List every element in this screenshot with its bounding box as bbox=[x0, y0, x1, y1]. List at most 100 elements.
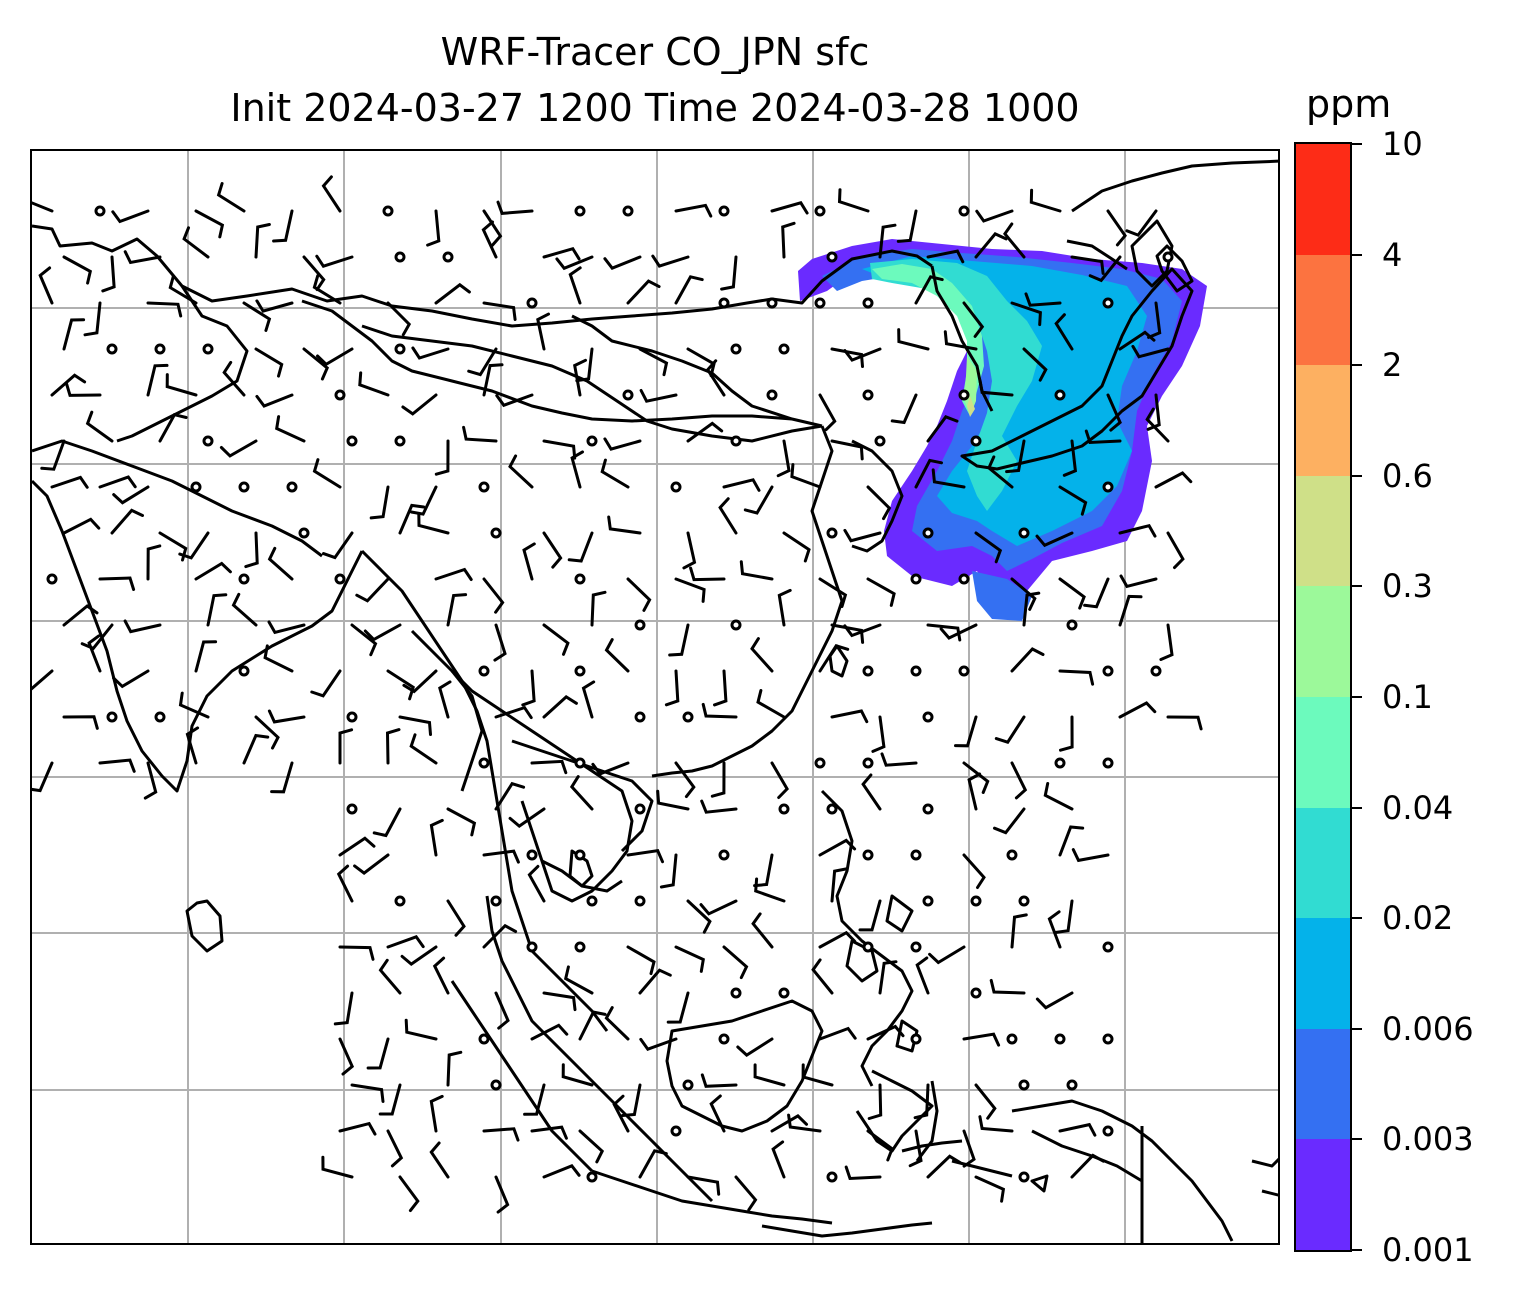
wind-barb bbox=[98, 475, 137, 489]
calm-marker bbox=[442, 251, 454, 263]
wind-barb bbox=[858, 899, 882, 932]
calm-marker bbox=[586, 895, 598, 907]
wind-barb bbox=[527, 864, 546, 903]
wind-barb bbox=[994, 715, 1026, 744]
wind-barb bbox=[1059, 715, 1074, 752]
calm-marker bbox=[1162, 251, 1174, 263]
wind-barb bbox=[1010, 301, 1042, 327]
calm-marker bbox=[718, 297, 730, 309]
calm-marker bbox=[682, 1079, 694, 1091]
wind-barb bbox=[600, 458, 630, 489]
calm-marker bbox=[1102, 941, 1114, 953]
wind-barb bbox=[993, 807, 1026, 835]
calm-marker bbox=[1102, 1033, 1114, 1045]
calm-marker bbox=[1018, 1079, 1030, 1091]
wind-barb bbox=[861, 773, 882, 811]
calm-marker bbox=[94, 205, 106, 217]
wind-barb bbox=[182, 226, 210, 259]
wind-barb bbox=[254, 715, 280, 750]
wind-barb bbox=[830, 347, 864, 368]
calm-marker bbox=[238, 665, 250, 677]
wind-barb bbox=[275, 415, 306, 443]
wind-barb bbox=[446, 899, 466, 937]
wind-barb bbox=[482, 1127, 520, 1142]
wind-barb bbox=[434, 567, 473, 581]
wind-barb bbox=[400, 945, 438, 966]
wind-barb bbox=[386, 301, 412, 337]
wind-barb bbox=[338, 1037, 355, 1076]
wind-barb bbox=[612, 1094, 630, 1133]
calm-marker bbox=[862, 941, 874, 953]
wind-barb bbox=[908, 1129, 923, 1168]
wind-barb bbox=[638, 347, 669, 377]
wind-barb bbox=[962, 853, 986, 889]
wind-barb bbox=[569, 775, 594, 811]
calm-marker bbox=[394, 895, 406, 907]
calm-marker bbox=[1018, 527, 1030, 539]
wind-barb bbox=[801, 1063, 834, 1087]
wind-barb bbox=[522, 542, 536, 581]
wind-barb bbox=[434, 282, 471, 305]
wind-barb bbox=[178, 531, 210, 560]
calm-marker bbox=[634, 619, 646, 631]
wind-barb bbox=[194, 209, 225, 239]
wind-barb bbox=[495, 393, 534, 408]
wind-barb bbox=[1010, 913, 1028, 949]
wind-barb bbox=[754, 877, 786, 903]
colorbar-segment bbox=[1296, 254, 1350, 366]
wind-barb bbox=[267, 620, 306, 635]
wind-barb bbox=[494, 1175, 510, 1214]
calm-marker bbox=[394, 343, 406, 355]
wind-barb bbox=[1147, 301, 1162, 339]
wind-barb bbox=[1166, 715, 1203, 731]
calm-marker bbox=[778, 343, 790, 355]
wind-barb bbox=[843, 528, 882, 543]
wind-barb bbox=[573, 358, 587, 397]
calm-marker bbox=[586, 435, 598, 447]
wind-barb bbox=[967, 772, 982, 811]
wind-barb bbox=[1058, 669, 1095, 686]
wind-barb bbox=[310, 669, 342, 698]
calm-marker bbox=[526, 941, 538, 953]
wind-barb bbox=[542, 1163, 581, 1179]
wind-barb bbox=[40, 439, 66, 471]
wind-barb bbox=[782, 531, 811, 563]
calm-marker bbox=[1054, 757, 1066, 769]
wind-barb bbox=[312, 274, 342, 305]
colorbar-tick-label: 0.003 bbox=[1382, 1120, 1474, 1159]
wind-barb bbox=[1022, 347, 1048, 382]
wind-barb bbox=[402, 669, 438, 694]
wind-barb bbox=[555, 255, 594, 271]
wind-barb bbox=[896, 209, 918, 243]
wind-barb bbox=[844, 1165, 882, 1181]
wind-barb bbox=[219, 439, 258, 458]
wind-barb bbox=[581, 680, 596, 719]
wind-barb bbox=[962, 1032, 1001, 1047]
wind-barb bbox=[603, 255, 642, 271]
wind-barb bbox=[270, 761, 294, 794]
wind-barb bbox=[434, 439, 450, 476]
wind-barb bbox=[1029, 188, 1062, 213]
wind-barb bbox=[928, 945, 966, 965]
wind-barb bbox=[494, 705, 533, 720]
wind-barb bbox=[369, 485, 390, 520]
wind-barb bbox=[101, 255, 116, 293]
wind-barb bbox=[753, 1063, 786, 1087]
wind-barb bbox=[974, 232, 1008, 259]
wind-barb bbox=[705, 359, 726, 397]
wind-barb bbox=[62, 715, 99, 730]
wind-barb bbox=[722, 945, 749, 980]
calm-marker bbox=[1102, 1125, 1114, 1137]
wind-barb bbox=[1106, 209, 1127, 247]
wind-barb bbox=[338, 836, 376, 857]
wind-barb bbox=[446, 807, 477, 837]
calm-marker bbox=[478, 757, 490, 769]
wind-barb bbox=[926, 414, 959, 443]
wind-barb bbox=[751, 912, 774, 949]
calm-marker bbox=[670, 481, 682, 493]
wind-barb bbox=[206, 593, 228, 627]
wind-barb bbox=[1159, 623, 1174, 661]
calm-marker bbox=[730, 343, 742, 355]
calm-marker bbox=[922, 527, 934, 539]
wind-barb bbox=[111, 209, 150, 224]
